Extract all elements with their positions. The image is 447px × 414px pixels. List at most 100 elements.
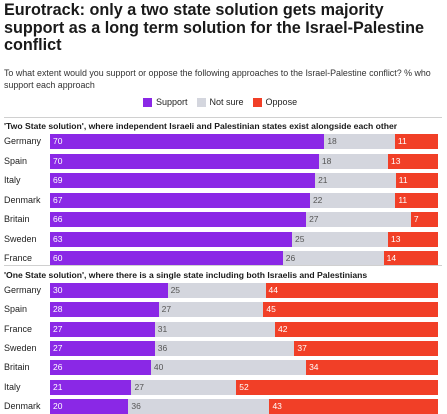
legend-item-support: Support: [143, 97, 188, 107]
stacked-bar: 67 22 11: [50, 192, 438, 208]
data-label-not-sure: 31: [157, 323, 168, 334]
stacked-bar: 27 36 37: [50, 340, 438, 356]
stacked-bar: 30 25 44: [50, 283, 438, 298]
category-label: Britain: [4, 214, 30, 224]
data-label-support: 20: [53, 400, 63, 411]
data-label-support: 28: [53, 304, 63, 315]
data-label-oppose: 14: [386, 253, 397, 263]
data-label-support: 26: [53, 362, 63, 373]
bar-segment-oppose: 13: [388, 153, 438, 169]
data-label-support: 69: [53, 175, 63, 185]
category-label: Denmark: [4, 194, 41, 205]
stacked-bar: 20 36 43: [50, 398, 438, 414]
section-title-one-state: 'One State solution', where there is a s…: [4, 270, 368, 280]
bar-segment-oppose: 52: [236, 379, 438, 395]
bar-row-sweden: Sweden 27 36 37: [0, 340, 447, 356]
data-label-oppose: 11: [397, 136, 407, 146]
data-label-oppose: 13: [391, 233, 401, 244]
legend: Support Not sure Oppose: [143, 97, 306, 107]
bar-row-spain: Spain 28 27 45: [0, 302, 447, 318]
stacked-bar: 69 21 11: [50, 173, 438, 188]
bar-segment-oppose: 7: [410, 212, 438, 227]
bar-row-germany: Germany 30 25 44: [0, 283, 447, 298]
category-label: Italy: [4, 381, 21, 392]
category-label: Italy: [4, 175, 21, 185]
bar-segment-support: 26: [50, 360, 151, 376]
bar-row-italy: Italy 69 21 11: [0, 173, 447, 188]
bar-segment-not-sure: 22: [309, 192, 396, 208]
data-label-oppose: 44: [268, 285, 278, 295]
data-label-support: 60: [53, 253, 63, 263]
bar-row-sweden: Sweden 63 25 13: [0, 231, 447, 247]
category-label: Sweden: [4, 233, 37, 244]
stacked-bar: 60 26 14: [50, 251, 438, 266]
bar-segment-support: 67: [50, 192, 310, 208]
section-divider-one-state: [4, 265, 442, 266]
bar-segment-oppose: 42: [275, 321, 438, 337]
bar-segment-support: 69: [50, 173, 316, 188]
category-label: France: [4, 323, 33, 334]
bar-segment-not-sure: 25: [292, 231, 389, 247]
bar-segment-support: 27: [50, 340, 155, 356]
stacked-bar: 66 27 7: [50, 212, 438, 227]
bar-segment-oppose: 37: [294, 340, 438, 356]
bar-segment-oppose: 11: [395, 173, 438, 188]
bar-segment-support: 28: [50, 302, 159, 318]
stacked-bar: 70 18 13: [50, 153, 438, 169]
bar-segment-not-sure: 25: [167, 283, 266, 298]
data-label-support: 21: [53, 381, 63, 392]
bar-segment-not-sure: 27: [131, 379, 237, 395]
bar-segment-not-sure: 21: [315, 173, 396, 188]
data-label-support: 67: [53, 194, 63, 205]
data-label-support: 27: [53, 323, 63, 334]
category-label: Britain: [4, 362, 30, 373]
bar-row-denmark: Denmark 20 36 43: [0, 398, 447, 414]
data-label-support: 63: [53, 233, 63, 244]
bar-segment-oppose: 43: [269, 398, 438, 414]
data-label-oppose: 52: [239, 381, 249, 392]
data-label-not-sure: 27: [309, 214, 319, 224]
bar-row-denmark: Denmark 67 22 11: [0, 192, 447, 208]
data-label-oppose: 11: [398, 194, 408, 205]
legend-swatch-oppose: [252, 97, 262, 107]
legend-swatch-support: [143, 97, 152, 107]
data-label-not-sure: 36: [131, 400, 141, 411]
data-label-not-sure: 36: [157, 342, 168, 353]
bar-segment-oppose: 11: [394, 134, 438, 149]
data-label-oppose: 13: [391, 155, 401, 166]
data-label-oppose: 37: [297, 342, 307, 353]
data-label-support: 70: [53, 155, 63, 166]
stacked-bar: 27 31 42: [50, 321, 438, 337]
data-label-not-sure: 25: [170, 285, 181, 295]
data-label-not-sure: 25: [295, 233, 305, 244]
bar-segment-oppose: 13: [388, 231, 438, 247]
data-label-not-sure: 22: [312, 194, 323, 205]
bar-row-italy: Italy 21 27 52: [0, 379, 447, 395]
category-label: Germany: [4, 285, 42, 295]
bar-segment-support: 70: [50, 153, 319, 169]
stacked-bar: 63 25 13: [50, 231, 438, 247]
data-label-not-sure: 27: [134, 381, 144, 392]
bar-segment-support: 30: [50, 283, 168, 298]
section-title-two-state: 'Two State solution', where independent …: [4, 121, 398, 131]
data-label-support: 30: [53, 285, 63, 295]
data-label-support: 70: [53, 136, 63, 146]
data-label-not-sure: 27: [161, 304, 172, 315]
category-label: France: [4, 253, 33, 263]
category-label: Spain: [4, 304, 28, 315]
bar-segment-oppose: 34: [306, 360, 438, 376]
chart-subtitle: To what extent would you support or oppo…: [4, 68, 431, 90]
bar-segment-oppose: 45: [263, 302, 438, 318]
stacked-bar: 28 27 45: [50, 302, 438, 318]
bar-segment-not-sure: 27: [158, 302, 264, 318]
chart-title: Eurotrack: only a two state solution get…: [4, 1, 425, 54]
bar-row-britain: Britain 66 27 7: [0, 212, 447, 227]
bar-segment-support: 21: [50, 379, 132, 395]
bar-row-spain: Spain 70 18 13: [0, 153, 447, 169]
data-label-not-sure: 21: [318, 175, 328, 185]
category-label: Sweden: [4, 342, 37, 353]
data-label-not-sure: 26: [285, 253, 296, 263]
data-label-oppose: 45: [266, 304, 276, 315]
section-divider-two-state: [4, 117, 442, 118]
legend-label-support: Support: [156, 97, 188, 107]
